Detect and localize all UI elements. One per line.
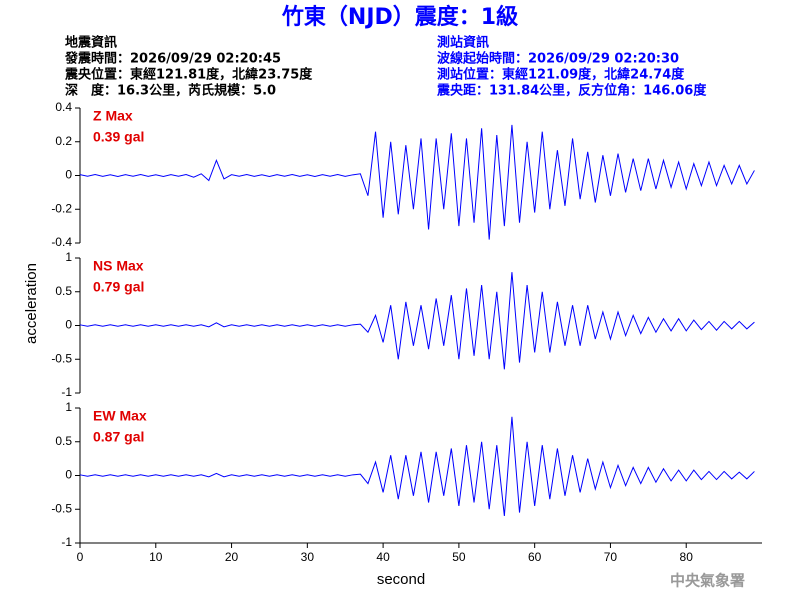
info-right: 震央距：131.84公里，反方位角：146.06度 bbox=[436, 83, 707, 99]
x-tick-label: 60 bbox=[528, 550, 542, 564]
annotation: 0.87 gal bbox=[93, 429, 144, 445]
x-tick-label: 10 bbox=[149, 550, 163, 564]
y-tick-label: 0.5 bbox=[55, 434, 72, 448]
waveform bbox=[79, 272, 755, 370]
y-tick-label: -0.4 bbox=[51, 235, 72, 249]
y-tick-label: 0.2 bbox=[55, 134, 72, 148]
annotation: EW Max bbox=[93, 408, 147, 424]
info-right: 測站資訊 bbox=[437, 35, 489, 51]
waveform bbox=[79, 124, 755, 240]
y-tick-label: 0.5 bbox=[55, 284, 72, 298]
info-right: 測站位置：東經121.09度，北緯24.74度 bbox=[437, 67, 685, 83]
waveform bbox=[79, 416, 755, 517]
x-tick-label: 0 bbox=[77, 550, 84, 564]
x-tick-label: 70 bbox=[604, 550, 618, 564]
y-tick-label: -0.5 bbox=[51, 351, 72, 365]
y-axis-label: acceleration bbox=[23, 263, 40, 344]
info-left: 深 度：16.3公里，芮氏規模：5.0 bbox=[65, 83, 276, 99]
annotation: 0.79 gal bbox=[93, 279, 144, 295]
info-left: 發震時間：2026/09/29 02:20:45 bbox=[64, 51, 281, 67]
chart-title: 竹東（NJD）震度：1級 bbox=[281, 4, 518, 30]
y-tick-label: 1 bbox=[65, 250, 72, 264]
info-right: 波線起始時間：2026/09/29 02:20:30 bbox=[437, 51, 679, 67]
info-left: 地震資訊 bbox=[65, 35, 117, 51]
annotation: Z Max bbox=[93, 108, 133, 124]
y-tick-label: 0 bbox=[65, 168, 72, 182]
y-tick-label: 0 bbox=[65, 318, 72, 332]
annotation: 0.39 gal bbox=[93, 129, 144, 145]
y-tick-label: -0.5 bbox=[51, 501, 72, 515]
y-tick-label: -1 bbox=[61, 385, 72, 399]
x-axis-label: second bbox=[377, 571, 425, 588]
y-tick-label: 0 bbox=[65, 468, 72, 482]
x-tick-label: 50 bbox=[452, 550, 466, 564]
x-tick-label: 30 bbox=[301, 550, 315, 564]
y-tick-label: -1 bbox=[61, 535, 72, 549]
footer: 中央氣象署 bbox=[670, 572, 745, 590]
x-tick-label: 20 bbox=[225, 550, 239, 564]
y-tick-label: 1 bbox=[65, 400, 72, 414]
x-tick-label: 40 bbox=[376, 550, 390, 564]
x-tick-label: 80 bbox=[680, 550, 694, 564]
y-tick-label: 0.4 bbox=[55, 100, 72, 114]
y-tick-label: -0.2 bbox=[51, 201, 72, 215]
info-left: 震央位置：東經121.81度，北緯23.75度 bbox=[64, 67, 313, 83]
annotation: NS Max bbox=[93, 258, 144, 274]
